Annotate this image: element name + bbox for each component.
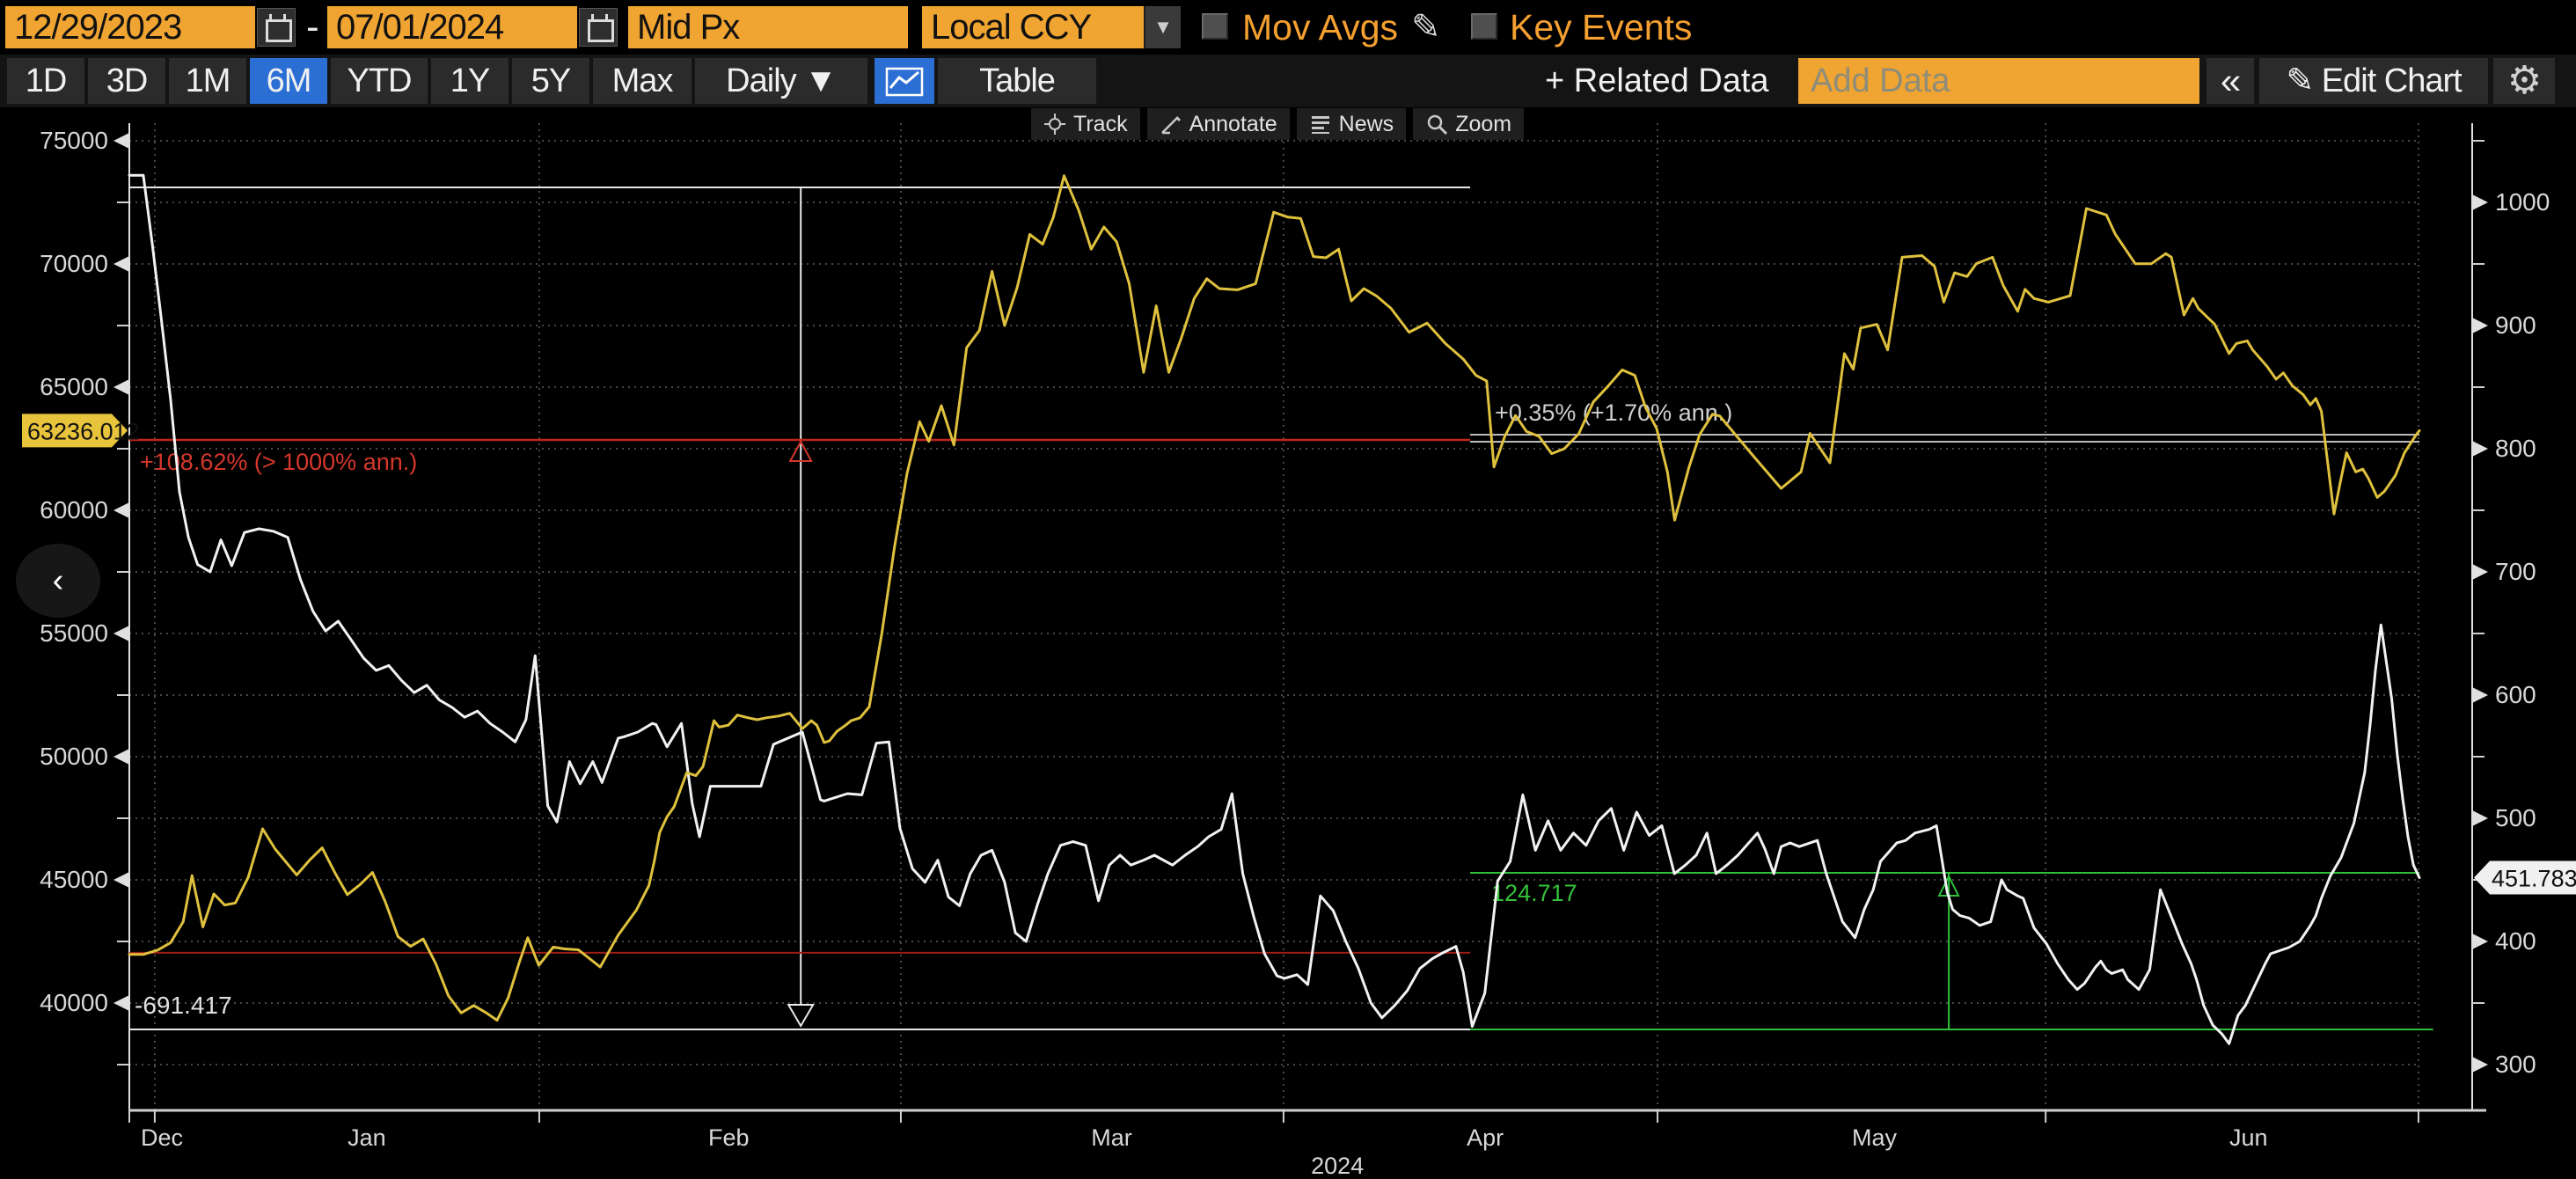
- month-label: Dec: [141, 1124, 183, 1151]
- left-axis-tick-arrow: [113, 502, 129, 518]
- track-crosshair-icon: [1044, 114, 1065, 135]
- right-axis-tick-arrow: [2472, 1057, 2488, 1073]
- end-date-calendar-icon[interactable]: [579, 8, 618, 47]
- month-label: Feb: [708, 1124, 750, 1151]
- green-measure-label: 124.717: [1491, 880, 1577, 906]
- left-axis-tick-arrow: [113, 872, 129, 888]
- mov-avgs-pencil-icon[interactable]: ✎: [1411, 8, 1441, 47]
- left-axis-tick-arrow: [113, 626, 129, 641]
- annotate-button[interactable]: Annotate: [1146, 108, 1290, 140]
- tab-5y[interactable]: 5Y: [512, 58, 589, 104]
- key-events-label[interactable]: Key Events: [1510, 7, 1693, 48]
- year-label: 2024: [1311, 1153, 1364, 1179]
- month-label: Mar: [1091, 1124, 1132, 1151]
- left-axis-label: 55000: [40, 619, 108, 647]
- left-axis-label: 60000: [40, 496, 108, 524]
- white-measure-label: -691.417: [135, 992, 232, 1019]
- left-axis-tick-arrow: [113, 133, 129, 149]
- table-button[interactable]: Table: [938, 58, 1096, 104]
- left-axis-label: 65000: [40, 373, 108, 400]
- right-axis-label: 400: [2495, 927, 2536, 955]
- line-chart-icon: [885, 67, 924, 97]
- date-range-separator: -: [306, 5, 319, 48]
- end-date-input[interactable]: 07/01/2024: [327, 6, 577, 48]
- chart-settings-gear-icon[interactable]: ⚙: [2493, 58, 2555, 104]
- chart-tools-row: Track Annotate News Zoom: [1031, 108, 1525, 140]
- tab-max[interactable]: Max: [593, 58, 692, 104]
- month-label: Jun: [2229, 1124, 2268, 1151]
- key-events-checkbox[interactable]: [1471, 13, 1497, 40]
- news-button[interactable]: News: [1296, 108, 1407, 140]
- red-measure-label: +108.62% (> 1000% ann.): [140, 449, 417, 475]
- news-lines-icon: [1311, 116, 1329, 134]
- start-date-input[interactable]: 12/29/2023: [5, 6, 255, 48]
- top-toolbar: 12/29/2023 - 07/01/2024 Mid Px Local CCY…: [0, 0, 2576, 55]
- right-axis-label: 700: [2495, 558, 2536, 585]
- left-axis-label: 70000: [40, 250, 108, 277]
- left-axis-tick-arrow: [113, 749, 129, 765]
- right-axis-label: 1000: [2495, 188, 2550, 216]
- white-price-series: [128, 173, 2421, 1045]
- right-axis-label: 300: [2495, 1051, 2536, 1078]
- annotate-label: Annotate: [1189, 112, 1277, 136]
- tab-ytd[interactable]: YTD: [331, 58, 428, 104]
- right-axis-label: 600: [2495, 681, 2536, 708]
- right-last-price-text: 451.783: [2492, 866, 2576, 892]
- left-axis-tick-arrow: [113, 256, 129, 272]
- annotate-pencil-icon: [1160, 116, 1181, 135]
- collapse-toolbar-button[interactable]: «: [2206, 58, 2254, 104]
- left-axis-label: 50000: [40, 743, 108, 770]
- related-data-button[interactable]: + Related Data: [1545, 62, 1769, 99]
- scroll-left-button[interactable]: ‹: [16, 544, 100, 618]
- right-axis-tick-arrow: [2472, 441, 2488, 457]
- right-axis-tick-arrow: [2472, 194, 2488, 210]
- left-last-price-tag: [22, 414, 128, 448]
- track-button[interactable]: Track: [1031, 108, 1140, 140]
- right-axis-tick-arrow: [2472, 934, 2488, 949]
- mov-avgs-label[interactable]: Mov Avgs: [1242, 7, 1398, 48]
- right-axis-label: 800: [2495, 435, 2536, 462]
- left-axis-label: 40000: [40, 989, 108, 1016]
- start-date-calendar-icon[interactable]: [257, 8, 296, 47]
- periodicity-dropdown[interactable]: Daily ▼: [695, 58, 867, 104]
- edit-chart-button[interactable]: ✎ Edit Chart: [2259, 58, 2488, 104]
- news-label: News: [1338, 112, 1394, 136]
- red-measure-up-triangle: [788, 439, 813, 463]
- currency-dropdown-arrow-icon[interactable]: ▼: [1144, 6, 1181, 48]
- month-label: Apr: [1467, 1124, 1504, 1151]
- line-chart-type-button[interactable]: [875, 58, 934, 104]
- left-last-price-text: 63236.012: [27, 418, 140, 444]
- month-label: May: [1852, 1124, 1898, 1151]
- mov-avgs-checkbox[interactable]: [1202, 13, 1228, 40]
- tab-1d[interactable]: 1D: [7, 58, 84, 104]
- tab-6m[interactable]: 6M: [250, 58, 327, 104]
- chart-tab-bar: 1D 3D 1M 6M YTD 1Y 5Y Max Daily ▼ Table …: [0, 55, 2576, 107]
- add-data-input[interactable]: Add Data: [1798, 58, 2199, 104]
- right-axis-tick-arrow: [2472, 564, 2488, 580]
- tab-1m[interactable]: 1M: [169, 58, 246, 104]
- tab-3d[interactable]: 3D: [88, 58, 165, 104]
- currency-select[interactable]: Local CCY: [922, 6, 1144, 48]
- left-axis-tick-arrow: [113, 995, 129, 1011]
- zoom-label: Zoom: [1455, 112, 1512, 136]
- right-axis-label: 900: [2495, 311, 2536, 339]
- right-axis-tick-arrow: [2472, 810, 2488, 826]
- track-label: Track: [1073, 112, 1128, 136]
- right-last-price-tag: [2474, 860, 2576, 895]
- right-axis-tick-arrow: [2472, 687, 2488, 703]
- price-field-input[interactable]: Mid Px: [628, 6, 908, 48]
- yellow-price-series: [128, 174, 2421, 1022]
- right-axis-tick-arrow: [2472, 318, 2488, 333]
- flat-measure-label: +0.35% (+1.70% ann.): [1495, 399, 1732, 426]
- zoom-magnifier-icon: [1427, 114, 1448, 135]
- tab-1y[interactable]: 1Y: [431, 58, 509, 104]
- left-axis-label: 45000: [40, 866, 108, 893]
- right-axis-label: 500: [2495, 804, 2536, 831]
- left-axis-tick-arrow: [113, 379, 129, 395]
- month-label: Jan: [348, 1124, 386, 1151]
- left-axis-label: 75000: [40, 127, 108, 154]
- zoom-button[interactable]: Zoom: [1413, 108, 1525, 140]
- measure-down-triangle: [787, 1004, 815, 1028]
